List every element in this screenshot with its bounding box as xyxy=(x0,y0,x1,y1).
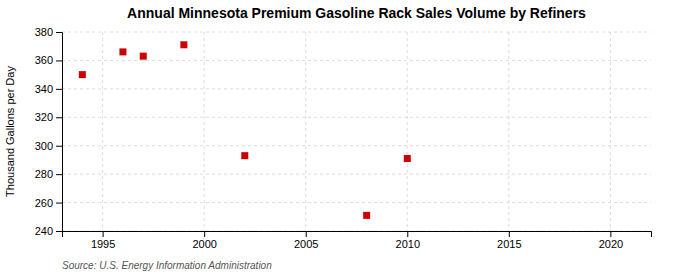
y-tick: 360 xyxy=(35,54,62,66)
point xyxy=(363,212,370,219)
x-tick-label: 2000 xyxy=(192,238,216,250)
x-tick: 1995 xyxy=(91,231,115,250)
y-grid-line xyxy=(62,202,651,203)
point xyxy=(140,53,147,60)
y-tick-label: 240 xyxy=(35,225,53,237)
y-grid-line xyxy=(62,32,651,33)
x-tick: 2015 xyxy=(497,231,521,250)
x-grid-line xyxy=(407,32,408,231)
x-tick-label: 1995 xyxy=(91,238,115,250)
y-tick-label: 360 xyxy=(35,54,53,66)
x-tick-label: 2005 xyxy=(294,238,318,250)
x-axis: 1995 2000 2005 2010 2015 2020 xyxy=(63,231,652,250)
point xyxy=(79,71,86,78)
x-tick-mark xyxy=(610,231,611,237)
x-grid-line xyxy=(102,32,103,231)
y-grid-line xyxy=(62,88,651,89)
plot-area: 1995 2000 2005 2010 2015 2020 240 260 280 300 320 3… xyxy=(35,26,652,250)
y-tick: 240 xyxy=(35,225,62,237)
x-grid-line xyxy=(508,32,509,231)
y-grid-line xyxy=(62,174,651,175)
x-tick: 2005 xyxy=(294,231,318,250)
x-grid-line xyxy=(305,32,306,231)
x-tick: 2010 xyxy=(396,231,420,250)
x-grid-line xyxy=(610,32,611,231)
y-tick-mark xyxy=(56,203,62,204)
points xyxy=(79,41,411,219)
x-tick-mark xyxy=(103,231,104,237)
y-tick-mark xyxy=(56,231,62,232)
x-axis-line xyxy=(63,232,652,238)
x-tick-mark xyxy=(306,231,307,237)
point xyxy=(180,41,187,48)
title: Annual Minnesota Premium Gasoline Rack S… xyxy=(127,5,586,21)
x-grid-line xyxy=(204,32,205,231)
y-axis-title: Thousand Gallons per Day xyxy=(4,66,16,197)
x-tick: 2000 xyxy=(192,231,216,250)
x-tick-label: 2020 xyxy=(599,238,623,250)
y-axis: 240 260 280 300 320 340 360 380 xyxy=(35,26,63,237)
y-tick: 260 xyxy=(35,197,62,209)
y-tick: 320 xyxy=(35,111,62,123)
x-tick: 2020 xyxy=(599,231,623,250)
y-tick: 380 xyxy=(35,26,62,38)
x-tick-mark xyxy=(204,231,205,237)
y-tick: 340 xyxy=(35,83,62,95)
grid xyxy=(62,32,651,231)
y-tick-label: 300 xyxy=(35,140,53,152)
y-grid-line xyxy=(62,117,651,118)
y-tick-mark xyxy=(56,117,62,118)
x-tick-mark xyxy=(407,231,408,237)
y-tick-label: 340 xyxy=(35,83,53,95)
y-tick-mark xyxy=(56,89,62,90)
y-tick-mark xyxy=(56,32,62,33)
y-tick-mark xyxy=(56,60,62,61)
y-tick-mark xyxy=(56,174,62,175)
point xyxy=(241,152,248,159)
x-tick-label: 2015 xyxy=(497,238,521,250)
annotation: Source: U.S. Energy Information Administ… xyxy=(62,260,272,271)
x-tick-label: 2010 xyxy=(396,238,420,250)
y-grid-line xyxy=(62,145,651,146)
y-tick-label: 320 xyxy=(35,111,53,123)
y-grid-line xyxy=(62,60,651,61)
y-axis-line xyxy=(56,33,63,232)
point xyxy=(404,155,411,162)
point xyxy=(119,48,126,55)
y-tick-mark xyxy=(56,146,62,147)
y-tick-label: 260 xyxy=(35,197,53,209)
y-tick: 280 xyxy=(35,168,62,180)
x-tick-mark xyxy=(509,231,510,237)
y-tick: 300 xyxy=(35,140,62,152)
y-tick-label: 280 xyxy=(35,168,53,180)
y-tick-label: 380 xyxy=(35,26,53,38)
chart: 1995 2000 2005 2010 2015 2020 240 260 280 300 320 3… xyxy=(0,0,675,275)
